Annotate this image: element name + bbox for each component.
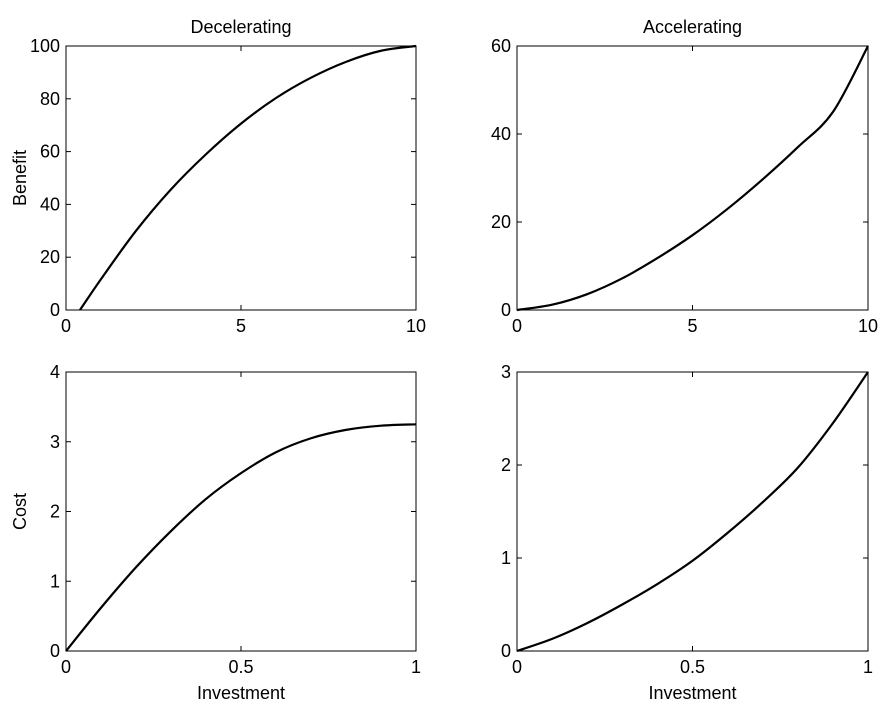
- accelerating-cost-xtick-label: 0: [512, 657, 522, 677]
- accelerating-cost-ytick-label: 3: [501, 362, 511, 382]
- decelerating-benefit-title: Decelerating: [190, 17, 291, 37]
- accelerating-benefit-xtick-label: 10: [858, 316, 878, 336]
- decelerating-cost-xtick-label: 0.5: [228, 657, 253, 677]
- decelerating-benefit-axes-frame: [65, 45, 417, 311]
- accelerating-benefit-title: Accelerating: [643, 17, 742, 37]
- decelerating-benefit-series-line: [79, 44, 417, 311]
- accelerating-cost-ytick-label: 1: [501, 548, 511, 568]
- decelerating-benefit-xtick-label: 0: [61, 316, 71, 336]
- decelerating-cost-xlabel: Investment: [197, 683, 285, 703]
- decelerating-benefit-ylabel: Benefit: [10, 150, 30, 206]
- decelerating-cost-series-line: [65, 423, 417, 652]
- accelerating-cost-ytick-label: 0: [501, 641, 511, 661]
- decelerating-benefit-ytick-label: 60: [40, 142, 60, 162]
- accelerating-benefit-ytick-label: 20: [491, 212, 511, 232]
- decelerating-benefit-xtick-label: 5: [236, 316, 246, 336]
- decelerating-cost-ytick-label: 2: [50, 502, 60, 522]
- accelerating-cost-xtick-label: 0.5: [680, 657, 705, 677]
- accelerating-benefit-panel: 0 5 10 0 20 40 60 Accelerating: [491, 17, 878, 336]
- decelerating-cost-xtick-label: 1: [411, 657, 421, 677]
- decelerating-cost-ytick-label: 1: [50, 571, 60, 591]
- accelerating-benefit-ytick-label: 60: [491, 36, 511, 56]
- accelerating-cost-axes-frame: [516, 371, 869, 652]
- accelerating-benefit-series-line: [516, 45, 869, 312]
- decelerating-benefit-ytick-label: 80: [40, 89, 60, 109]
- accelerating-benefit-xtick-label: 0: [512, 316, 522, 336]
- decelerating-cost-ytick-label: 4: [50, 362, 60, 382]
- decelerating-cost-xtick-label: 0: [61, 657, 71, 677]
- accelerating-cost-xlabel: Investment: [648, 683, 736, 703]
- decelerating-benefit-ytick-label: 100: [30, 36, 60, 56]
- accelerating-cost-xtick-label: 1: [863, 657, 873, 677]
- decelerating-cost-ytick-label: 3: [50, 432, 60, 452]
- decelerating-benefit-ytick-label: 0: [50, 300, 60, 320]
- accelerating-benefit-ytick-label: 40: [491, 124, 511, 144]
- accelerating-cost-panel: 0 0.5 1 0 1 2 3 Investment: [501, 362, 873, 703]
- decelerating-cost-panel: 0 0.5 1 0 1 2 3 4 Investment Cost: [10, 362, 421, 703]
- accelerating-benefit-xtick-label: 5: [687, 316, 697, 336]
- accelerating-cost-ytick-label: 2: [501, 455, 511, 475]
- decelerating-cost-axes-frame: [65, 371, 417, 652]
- decelerating-benefit-ytick-label: 40: [40, 194, 60, 214]
- decelerating-benefit-ytick-label: 20: [40, 247, 60, 267]
- decelerating-cost-ylabel: Cost: [10, 493, 30, 530]
- decelerating-benefit-xtick-label: 10: [406, 316, 426, 336]
- accelerating-benefit-axes-frame: [516, 45, 869, 311]
- decelerating-cost-ytick-label: 0: [50, 641, 60, 661]
- accelerating-cost-series-line: [516, 371, 869, 653]
- accelerating-benefit-ytick-label: 0: [501, 300, 511, 320]
